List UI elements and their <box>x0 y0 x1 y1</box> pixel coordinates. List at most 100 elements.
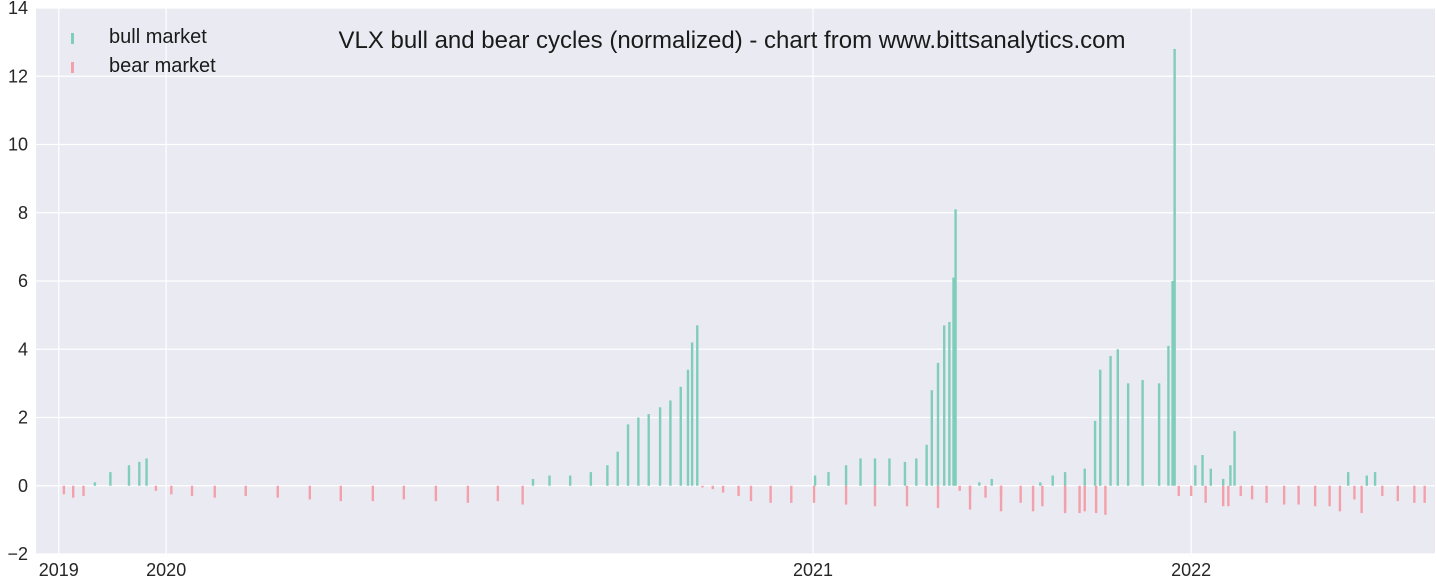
bull-bar <box>145 458 148 486</box>
bull-bar <box>844 465 848 486</box>
bull-bar <box>1039 482 1042 486</box>
bear-bar <box>999 485 1003 512</box>
bear-bar <box>213 485 216 498</box>
bear-bar <box>1423 485 1426 503</box>
x-tick-label: 2019 <box>39 560 79 580</box>
bull-bar <box>1051 475 1054 486</box>
bull-bar <box>954 209 957 486</box>
bull-bar <box>903 461 907 486</box>
bull-bar <box>1209 468 1212 486</box>
bear-bar <box>1063 485 1067 510</box>
bear-bar <box>737 485 740 496</box>
bear-bar <box>1360 485 1363 514</box>
bear-bar <box>1297 485 1300 505</box>
bull-bar <box>1093 420 1097 486</box>
bull-bar <box>109 472 112 486</box>
y-tick-label: 12 <box>8 66 28 86</box>
bull-bar <box>1141 379 1144 486</box>
bull-bar <box>647 414 650 486</box>
bull-bar <box>873 458 877 486</box>
bull-bar <box>686 369 690 486</box>
grid-lines <box>36 7 1435 555</box>
bear-bar <box>1239 485 1242 496</box>
bull-bar <box>1171 281 1174 486</box>
bull-bar <box>1116 349 1119 486</box>
bear-bar <box>984 485 987 498</box>
bear-bar <box>154 485 158 491</box>
bear-bar <box>521 485 524 505</box>
bull-bar <box>606 465 609 486</box>
bear-bar <box>1078 485 1081 514</box>
bull-bar <box>990 478 993 486</box>
bear-bar <box>308 485 312 500</box>
bear-bar <box>844 485 848 505</box>
bull-bar <box>690 342 694 486</box>
bear-bar <box>1313 485 1317 507</box>
bull-bar <box>548 475 551 486</box>
bear-bar <box>1353 485 1356 500</box>
bull-bar <box>1099 369 1102 486</box>
bull-bar <box>127 465 131 486</box>
bull-bar <box>1373 472 1377 486</box>
legend-bull-label: bull market <box>109 26 207 48</box>
bear-bar <box>402 485 406 500</box>
y-tick-label: 2 <box>18 408 28 428</box>
bear-bar <box>701 485 704 488</box>
y-tick-label: 8 <box>18 203 28 223</box>
bear-bar <box>244 485 247 496</box>
bull-bar <box>930 390 934 486</box>
bull-bar <box>1157 383 1161 486</box>
bull-bar <box>568 475 572 486</box>
bull-bar <box>1063 472 1067 486</box>
bull-bar <box>915 458 918 486</box>
bear-bar <box>1031 485 1035 512</box>
bear-bar <box>769 485 772 503</box>
bear-bar <box>1413 485 1416 503</box>
bull-bar <box>138 461 141 486</box>
x-tick-label: 2021 <box>793 560 833 580</box>
bull-bar <box>948 321 951 486</box>
bear-bar <box>790 485 793 503</box>
legend-bear-swatch <box>71 62 74 73</box>
bear-bar <box>936 485 940 508</box>
bull-bar <box>1083 468 1086 486</box>
bear-bar <box>1177 485 1180 496</box>
bear-bar <box>1250 485 1254 500</box>
bull-bar <box>1194 465 1197 486</box>
bull-bar <box>943 325 946 486</box>
bull-bar <box>1173 48 1176 486</box>
bull-bar <box>1365 475 1369 486</box>
y-tick-label: 0 <box>18 476 28 496</box>
bull-bar <box>952 277 955 486</box>
legend: bull market bear market <box>71 26 216 77</box>
x-tick-label: 2020 <box>146 560 186 580</box>
bear-bar <box>1083 485 1086 512</box>
bear-bar <box>1396 485 1400 502</box>
bear-bar <box>1041 485 1044 507</box>
y-tick-label: −2 <box>7 544 28 564</box>
y-axis-ticks: −2 0 2 4 6 8 10 12 14 <box>7 0 28 564</box>
bull-bar <box>827 472 830 486</box>
bear-bar <box>1094 485 1098 514</box>
bear-bar <box>873 485 877 507</box>
bear-bar <box>276 485 279 498</box>
bear-bar <box>496 485 500 502</box>
y-tick-label: 4 <box>18 339 28 359</box>
bull-bar <box>936 362 940 486</box>
bear-bar <box>1381 485 1384 496</box>
bear-bar <box>71 485 75 498</box>
y-tick-label: 10 <box>8 135 28 155</box>
bear-bar <box>1282 485 1286 505</box>
bear-bar <box>1328 485 1331 507</box>
bull-bar <box>1347 472 1350 486</box>
bull-bar <box>859 458 862 486</box>
bull-bar <box>1233 431 1236 486</box>
y-tick-label: 6 <box>18 271 28 291</box>
bear-bar <box>170 485 173 495</box>
bear-bar <box>371 485 375 502</box>
bull-bar <box>1167 345 1170 486</box>
y-tick-label: 14 <box>8 0 28 18</box>
bars-group <box>62 48 1426 515</box>
bull-bar <box>93 482 97 486</box>
